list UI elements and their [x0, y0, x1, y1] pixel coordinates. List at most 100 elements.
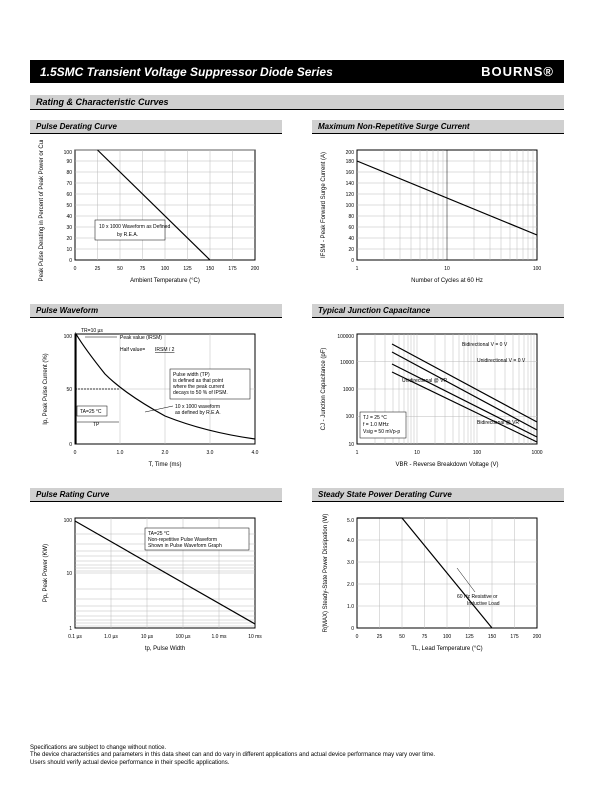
- svg-text:T, Time (ms): T, Time (ms): [149, 462, 182, 468]
- svg-text:TR=10 µs: TR=10 µs: [81, 328, 103, 334]
- chart-pulse-rating: Pulse Rating Curve TA=25 °C Non-repetiti…: [30, 488, 282, 658]
- svg-text:1: 1: [356, 450, 359, 456]
- svg-text:3.0: 3.0: [207, 450, 214, 456]
- svg-text:Ambient Temperature (°C): Ambient Temperature (°C): [130, 278, 200, 284]
- svg-text:10: 10: [414, 450, 420, 456]
- svg-text:1.0 ms: 1.0 ms: [211, 634, 227, 640]
- svg-text:75: 75: [422, 634, 428, 640]
- svg-text:60: 60: [66, 192, 72, 198]
- brand-logo: BOURNS®: [481, 64, 554, 79]
- svg-text:3.0: 3.0: [347, 560, 354, 566]
- svg-text:10 x 1000 Waveform as Defined: 10 x 1000 Waveform as Defined: [99, 224, 170, 230]
- svg-text:f = 1.0 MHz: f = 1.0 MHz: [363, 422, 389, 428]
- svg-text:1: 1: [356, 266, 359, 272]
- svg-text:1.0: 1.0: [347, 604, 354, 610]
- svg-text:50: 50: [66, 387, 72, 393]
- svg-text:100: 100: [346, 203, 355, 209]
- footer-line: Users should verify actual device perfor…: [30, 760, 564, 768]
- svg-text:IFSM - Peak Forward Surge Curr: IFSM - Peak Forward Surge Current (A): [321, 152, 327, 258]
- svg-text:100: 100: [346, 414, 355, 420]
- svg-text:20: 20: [348, 247, 354, 253]
- svg-text:175: 175: [510, 634, 519, 640]
- svg-text:100: 100: [64, 150, 73, 156]
- chart-svg: TJ = 25 °C f = 1.0 MHz Vsig = 50 mVp-p B…: [312, 324, 562, 474]
- svg-text:120: 120: [346, 192, 355, 198]
- svg-text:200: 200: [346, 150, 355, 156]
- svg-text:0: 0: [356, 634, 359, 640]
- svg-text:2.0: 2.0: [162, 450, 169, 456]
- svg-text:40: 40: [348, 236, 354, 242]
- svg-text:TP: TP: [93, 422, 100, 428]
- chart-pulse-derating: Pulse Derating Curve 10 x 1000 Waveform …: [30, 120, 282, 290]
- page-title: 1.5SMC Transient Voltage Suppressor Diod…: [40, 65, 333, 79]
- svg-text:100000: 100000: [337, 334, 354, 340]
- svg-text:10: 10: [66, 571, 72, 577]
- svg-text:140: 140: [346, 181, 355, 187]
- svg-text:0: 0: [69, 442, 72, 448]
- svg-text:1000: 1000: [343, 387, 354, 393]
- svg-text:10: 10: [348, 442, 354, 448]
- svg-text:160: 160: [346, 170, 355, 176]
- svg-text:200: 200: [251, 266, 260, 272]
- svg-text:175: 175: [228, 266, 237, 272]
- svg-text:Ip, Peak Pulse Current (%): Ip, Peak Pulse Current (%): [43, 353, 49, 424]
- svg-text:150: 150: [488, 634, 497, 640]
- svg-text:50: 50: [117, 266, 123, 272]
- svg-text:0: 0: [69, 258, 72, 264]
- svg-text:4.0: 4.0: [347, 538, 354, 544]
- chart-surge-current: Maximum Non-Repetitive Surge Current 0 20…: [312, 120, 564, 290]
- svg-text:1000: 1000: [531, 450, 542, 456]
- svg-text:10: 10: [66, 247, 72, 253]
- chart-title: Pulse Rating Curve: [30, 488, 282, 502]
- chart-title: Pulse Waveform: [30, 304, 282, 318]
- svg-text:Unidirectional V = 0 V: Unidirectional V = 0 V: [477, 358, 526, 364]
- svg-text:100 µs: 100 µs: [175, 634, 191, 640]
- svg-text:Pp, Peak Power (KW): Pp, Peak Power (KW): [43, 544, 49, 602]
- chart-svg: TA=25 °C Non-repetitive Pulse Waveform S…: [30, 508, 280, 658]
- svg-text:1.0 µs: 1.0 µs: [104, 634, 118, 640]
- svg-text:Number of Cycles at 60 Hz: Number of Cycles at 60 Hz: [411, 278, 483, 284]
- svg-text:75: 75: [140, 266, 146, 272]
- section-title: Rating & Characteristic Curves: [30, 95, 564, 110]
- svg-text:Peak Pulse Derating in Percent: Peak Pulse Derating in Percent of Peak P…: [39, 140, 45, 281]
- svg-text:0: 0: [74, 266, 77, 272]
- svg-text:10: 10: [444, 266, 450, 272]
- svg-text:TL, Lead Temperature (°C): TL, Lead Temperature (°C): [411, 646, 482, 652]
- svg-text:180: 180: [346, 159, 355, 165]
- svg-text:0.1 µs: 0.1 µs: [68, 634, 82, 640]
- svg-text:200: 200: [533, 634, 542, 640]
- svg-text:1.0: 1.0: [117, 450, 124, 456]
- chart-svg: 10 x 1000 Waveform as Defined by R.E.A. …: [30, 140, 280, 290]
- svg-text:100: 100: [533, 266, 542, 272]
- svg-text:R(MAX) Steady-State Power Diss: R(MAX) Steady-State Power Dissipation (W…: [323, 514, 329, 633]
- svg-text:1: 1: [69, 626, 72, 632]
- svg-text:0: 0: [351, 258, 354, 264]
- svg-text:30: 30: [66, 225, 72, 231]
- footer-line: The device characteristics and parameter…: [30, 752, 564, 760]
- chart-power-derating: Steady State Power Derating Curve 60 Hz …: [312, 488, 564, 658]
- svg-text:as defined by R.E.A.: as defined by R.E.A.: [175, 410, 221, 416]
- svg-text:10 µs: 10 µs: [141, 634, 154, 640]
- svg-text:60: 60: [348, 225, 354, 231]
- chart-title: Steady State Power Derating Curve: [312, 488, 564, 502]
- svg-text:100: 100: [64, 334, 73, 340]
- svg-text:TJ = 25 °C: TJ = 25 °C: [363, 415, 387, 421]
- chart-title: Maximum Non-Repetitive Surge Current: [312, 120, 564, 134]
- svg-text:25: 25: [95, 266, 101, 272]
- chart-junction-cap: Typical Junction Capacitance: [312, 304, 564, 474]
- svg-text:90: 90: [66, 159, 72, 165]
- svg-text:125: 125: [183, 266, 192, 272]
- svg-text:IRSM / 2: IRSM / 2: [155, 347, 175, 353]
- svg-text:0: 0: [74, 450, 77, 456]
- svg-text:TA=25 °C: TA=25 °C: [80, 409, 102, 415]
- svg-text:40: 40: [66, 214, 72, 220]
- svg-text:Bidirectional V = 0 V: Bidirectional V = 0 V: [462, 342, 508, 348]
- svg-text:150: 150: [206, 266, 215, 272]
- svg-text:70: 70: [66, 181, 72, 187]
- svg-text:50: 50: [66, 203, 72, 209]
- svg-text:80: 80: [348, 214, 354, 220]
- svg-text:Vsig = 50 mVp-p: Vsig = 50 mVp-p: [363, 429, 400, 435]
- footer-line: Specifications are subject to change wit…: [30, 745, 564, 753]
- svg-text:100: 100: [473, 450, 482, 456]
- chart-title: Typical Junction Capacitance: [312, 304, 564, 318]
